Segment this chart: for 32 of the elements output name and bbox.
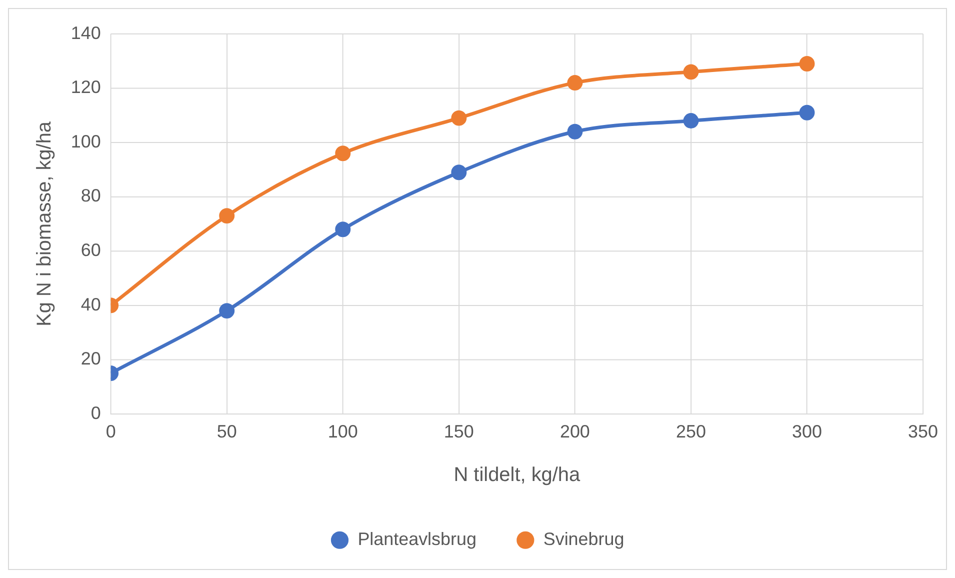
point	[683, 113, 699, 128]
y-axis-title: Kg N i biomasse, kg/ha	[33, 120, 56, 326]
point	[799, 104, 815, 120]
point	[335, 146, 351, 162]
y-tick-label: 0	[90, 402, 101, 423]
point	[799, 56, 815, 72]
y-tick-label: 20	[80, 348, 101, 369]
point	[219, 208, 235, 224]
x-tick-label: 250	[676, 422, 706, 442]
legend-label: Svinebrug	[543, 529, 624, 550]
point	[683, 64, 699, 80]
y-tick-label: 40	[80, 294, 101, 314]
x-tick-label: 150	[444, 422, 474, 442]
x-tick-label: 50	[216, 422, 237, 442]
y-tick-label: 120	[70, 77, 101, 98]
y-tick-label: 140	[70, 22, 101, 43]
x-tick-label: 350	[908, 422, 938, 442]
legend-label: Planteavlsbrug	[358, 529, 476, 550]
y-tick-label: 60	[80, 240, 101, 260]
point	[451, 164, 467, 180]
x-tick-label: 100	[328, 422, 358, 442]
x-tick-label: 200	[560, 422, 590, 442]
x-tick-label: 0	[106, 422, 116, 442]
point	[451, 110, 467, 126]
y-tick-label: 100	[70, 131, 101, 152]
point	[567, 124, 583, 140]
x-tick-label: 300	[792, 422, 822, 442]
y-tick-label: 80	[80, 186, 101, 206]
point	[219, 303, 235, 319]
point	[335, 222, 351, 238]
x-axis-title: N tildelt, kg/ha	[454, 464, 582, 486]
point	[567, 75, 583, 90]
